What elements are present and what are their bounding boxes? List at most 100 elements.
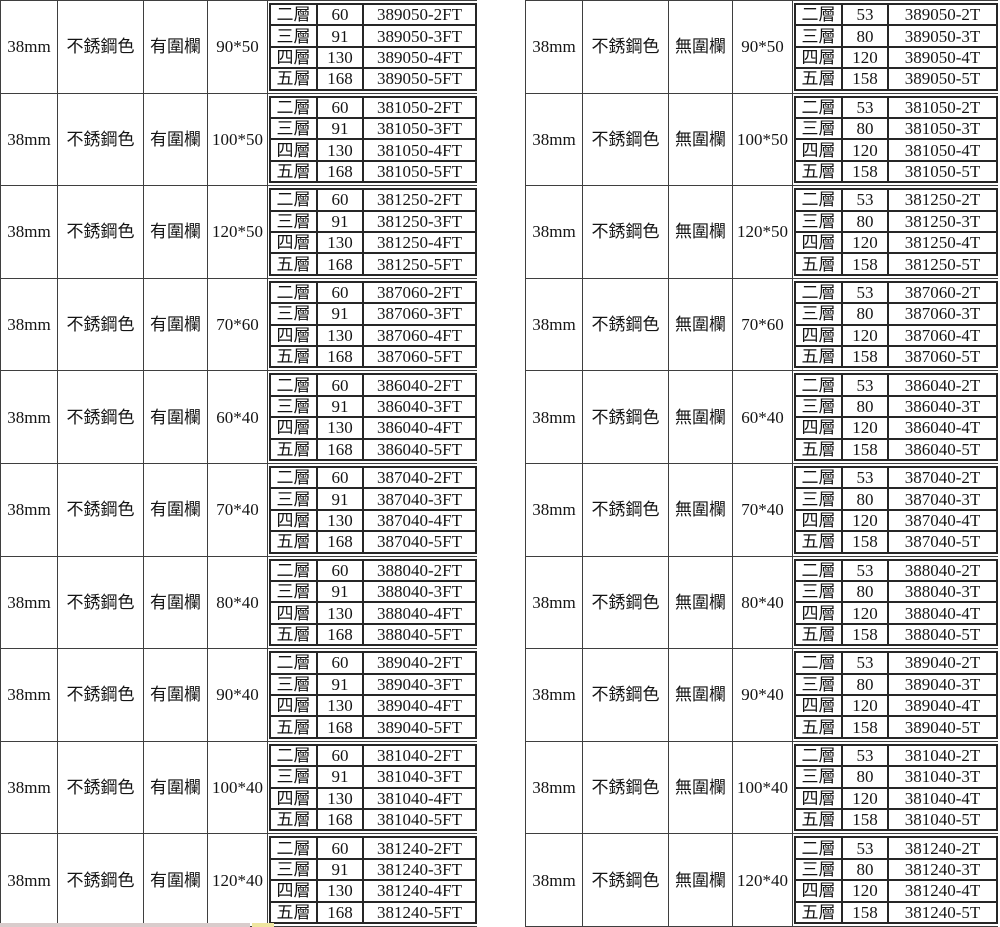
tier-value-cell: 120 (843, 47, 889, 68)
fence-cell: 有圍欄 (144, 834, 208, 926)
tier-row: 二層 53 388040-2T (796, 560, 996, 582)
tier-value-cell: 80 (843, 767, 889, 787)
tier-value-cell: 53 (843, 97, 889, 117)
tier-row: 五層 158 386040-5T (796, 439, 996, 459)
size-cell: 80*40 (208, 556, 268, 649)
tier-subtable: 二層 60 389040-2FT 三層 91 389040-3FT 四層 130 389040-… (269, 651, 477, 739)
tier-label-cell: 二層 (796, 5, 843, 25)
tier-label-cell: 三層 (271, 859, 318, 880)
tier-value-cell: 80 (843, 304, 889, 324)
tier-label-cell: 四層 (796, 510, 843, 531)
tier-value-cell: 120 (843, 510, 889, 531)
tier-label-cell: 五層 (271, 532, 318, 552)
product-code-cell: 388040-3FT (377, 582, 462, 602)
product-code-cell: 386040-5FT (377, 439, 462, 459)
product-code-cell: 387040-2T (904, 468, 981, 488)
tier-value-cell: 120 (843, 418, 889, 438)
tier-row: 五層 168 381240-5FT (271, 902, 475, 922)
color-cell: 不銹鋼色 (58, 278, 144, 371)
tier-value-cell: 158 (843, 439, 889, 459)
thickness-cell: 38mm (1, 741, 58, 834)
fence-cell: 無圍欄 (669, 649, 733, 741)
fence-cell: 有圍欄 (144, 741, 208, 834)
tier-label-cell: 三層 (271, 396, 318, 417)
tier-subtable: 二層 60 381250-2FT 三層 91 381250-3FT 四層 130 381250-… (269, 188, 477, 276)
tier-subtable: 二層 60 381040-2FT 三層 91 381040-3FT 四層 130 381040-… (269, 743, 477, 832)
thickness-cell: 38mm (526, 834, 583, 926)
product-code-cell: 381040-3FT (377, 767, 462, 787)
product-code-cell: 387040-5T (904, 532, 981, 552)
product-code-cell: 389040-3T (904, 674, 981, 694)
tier-row: 四層 120 381250-4T (796, 233, 996, 255)
color-cell: 不銹鋼色 (583, 649, 669, 741)
tier-row: 三層 91 381250-3FT (271, 211, 475, 233)
product-code-cell: 381240-3T (904, 859, 981, 879)
tier-row: 三層 80 381050-3T (796, 119, 996, 141)
tier-label-cell: 三層 (796, 396, 843, 417)
tier-label-cell: 三層 (271, 304, 318, 324)
tier-label-cell: 四層 (796, 140, 843, 160)
tier-value-cell: 60 (318, 5, 364, 25)
tier-label-cell: 五層 (796, 902, 843, 922)
tier-label-cell: 五層 (271, 902, 318, 922)
tier-value-cell: 91 (318, 396, 364, 417)
tier-subtable: 二層 60 381050-2FT 三層 91 381050-3FT 四層 130 381050-… (269, 95, 477, 184)
tier-row: 三層 91 381050-3FT (271, 119, 475, 141)
product-code-cell: 381250-5FT (377, 254, 462, 274)
fence-cell: 無圍欄 (669, 278, 733, 371)
table-row: 38mm 不銹鋼色 無圍欄 70*60 二層 53 387060-2T 三層 80 387060-… (526, 278, 998, 372)
product-code-cell: 386040-5T (904, 439, 981, 459)
tier-value-cell: 80 (843, 859, 889, 880)
tier-label-cell: 四層 (796, 881, 843, 901)
tier-value-cell: 60 (318, 190, 364, 210)
product-code-cell: 388040-5FT (377, 624, 462, 644)
tier-value-cell: 60 (318, 838, 364, 858)
product-code-cell: 387060-5T (904, 347, 981, 367)
product-code-cell: 387040-3FT (377, 489, 462, 509)
product-table-unfenced: 38mm 不銹鋼色 無圍欄 90*50 二層 53 389050-2T 三層 80 389050-… (525, 0, 998, 927)
fence-cell: 無圍欄 (669, 556, 733, 649)
product-code-cell: 387060-3T (904, 304, 981, 324)
tier-value-cell: 91 (318, 211, 364, 231)
product-code-cell: 381240-5T (904, 902, 981, 922)
fence-cell: 有圍欄 (144, 649, 208, 741)
tier-label-cell: 二層 (271, 5, 318, 25)
product-code-cell: 389040-4FT (377, 696, 462, 716)
tier-label-cell: 三層 (271, 119, 318, 139)
product-code-cell: 387060-2FT (377, 282, 462, 302)
thickness-cell: 38mm (526, 93, 583, 186)
tier-row: 三層 80 388040-3T (796, 581, 996, 604)
tier-row: 四層 130 387060-4FT (271, 325, 475, 347)
tier-label-cell: 四層 (796, 325, 843, 345)
product-code-cell: 387040-2FT (377, 468, 462, 488)
tier-row: 四層 130 389050-4FT (271, 47, 475, 70)
product-code-cell: 389040-4T (904, 696, 981, 716)
tier-value-cell: 168 (318, 347, 364, 367)
fence-cell: 無圍欄 (669, 834, 733, 926)
fence-cell: 無圍欄 (669, 186, 733, 278)
product-code-cell: 381050-5T (904, 162, 981, 182)
tier-row: 四層 120 381240-4T (796, 881, 996, 903)
tier-label-cell: 二層 (271, 375, 318, 395)
size-cell: 120*40 (733, 834, 793, 926)
table-row: 38mm 不銹鋼色 無圍欄 100*50 二層 53 381050-2T 三層 80 381050… (526, 93, 998, 187)
tier-row: 三層 80 389040-3T (796, 674, 996, 696)
tier-row: 四層 130 386040-4FT (271, 418, 475, 440)
tier-row: 三層 80 387060-3T (796, 304, 996, 326)
product-code-cell: 388040-2T (904, 560, 981, 580)
product-code-cell: 381240-2FT (377, 838, 462, 858)
tier-value-cell: 60 (318, 467, 364, 488)
product-code-cell: 388040-3T (904, 582, 981, 602)
tier-label-cell: 二層 (796, 97, 843, 117)
product-code-cell: 389040-3FT (377, 674, 462, 694)
tier-label-cell: 三層 (271, 674, 318, 694)
fence-cell: 無圍欄 (669, 371, 733, 463)
size-cell: 120*50 (733, 186, 793, 278)
tier-label-cell: 二層 (796, 560, 843, 580)
tier-label-cell: 二層 (796, 653, 843, 673)
tier-value-cell: 168 (318, 717, 364, 737)
product-code-cell: 387060-5FT (377, 347, 462, 367)
tier-label-cell: 三層 (796, 581, 843, 602)
tier-value-cell: 158 (843, 69, 889, 89)
tier-label-cell: 五層 (271, 809, 318, 830)
